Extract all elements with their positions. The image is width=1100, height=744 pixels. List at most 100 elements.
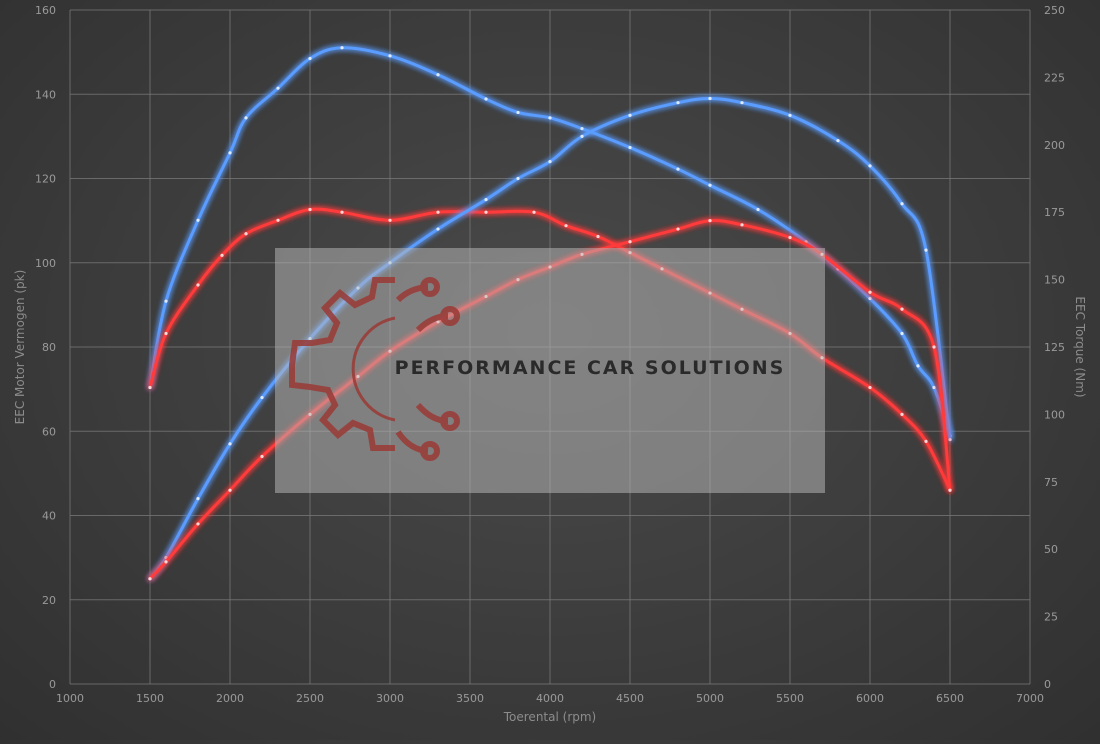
data-point (276, 218, 280, 222)
right-y-tick-label: 50 (1044, 543, 1058, 556)
right-y-tick-label: 225 (1044, 71, 1065, 84)
watermark-logo-icon (289, 277, 460, 461)
watermark-box (275, 248, 825, 493)
x-tick-label: 7000 (1016, 692, 1044, 705)
right-y-tick-label: 25 (1044, 611, 1058, 624)
data-point (676, 167, 680, 171)
data-point (388, 218, 392, 222)
data-point (868, 290, 872, 294)
data-point (924, 439, 928, 443)
watermark: PERFORMANCE CAR SOLUTIONS (275, 248, 825, 493)
x-tick-label: 3000 (376, 692, 404, 705)
data-point (788, 113, 792, 117)
data-point (708, 96, 712, 101)
data-point (756, 207, 760, 212)
right-axis-title: EEC Torque (Nm) (1073, 296, 1087, 397)
left-y-tick-label: 140 (35, 88, 56, 101)
data-point (676, 101, 680, 105)
x-tick-label: 6500 (936, 692, 964, 705)
right-y-tick-label: 175 (1044, 206, 1065, 219)
data-point (924, 248, 928, 252)
data-point (916, 364, 920, 368)
data-point (260, 395, 264, 400)
data-point (164, 331, 168, 336)
data-point (900, 412, 904, 416)
right-y-tick-label: 125 (1044, 341, 1065, 354)
x-tick-label: 6000 (856, 692, 884, 705)
x-tick-label: 4500 (616, 692, 644, 705)
data-point (308, 207, 312, 212)
left-y-tick-label: 120 (35, 173, 56, 186)
left-axis-title: EEC Motor Vermogen (pk) (13, 270, 27, 425)
series-layer (148, 46, 952, 581)
x-tick-label: 3500 (456, 692, 484, 705)
x-tick-label: 5500 (776, 692, 804, 705)
x-tick-label: 1000 (56, 692, 84, 705)
right-y-tick-label: 75 (1044, 476, 1058, 489)
data-point (484, 197, 488, 202)
series-line (148, 207, 952, 492)
data-point (708, 219, 712, 223)
tick-labels: 1000 1500 2000 2500 3000 3500 4000 4500 5000 5500… (35, 4, 1065, 705)
data-point (628, 113, 632, 117)
left-y-tick-label: 0 (49, 678, 56, 691)
data-point (596, 234, 600, 239)
series-line (148, 96, 952, 581)
data-point (340, 46, 344, 50)
data-point (788, 235, 792, 240)
left-y-tick-label: 40 (42, 510, 56, 523)
data-point (548, 116, 552, 120)
data-point (228, 488, 232, 492)
data-point (196, 522, 200, 526)
data-point (244, 232, 248, 236)
right-y-tick-label: 0 (1044, 678, 1051, 691)
x-tick-label: 4000 (536, 692, 564, 705)
right-y-tick-label: 200 (1044, 139, 1065, 152)
data-point (868, 385, 872, 390)
data-point (932, 385, 936, 390)
x-tick-label: 2500 (296, 692, 324, 705)
data-point (948, 488, 952, 492)
left-y-tick-label: 160 (35, 4, 56, 17)
data-point (228, 151, 232, 155)
data-point (484, 97, 488, 101)
data-point (516, 110, 520, 115)
data-point (196, 218, 200, 222)
data-point (484, 210, 488, 214)
data-point (580, 134, 584, 138)
data-point (148, 577, 152, 581)
data-point (228, 442, 232, 446)
data-point (532, 210, 536, 214)
data-point (900, 331, 904, 336)
right-y-tick-label: 150 (1044, 274, 1065, 287)
data-point (436, 73, 440, 77)
data-point (548, 160, 552, 164)
data-point (308, 56, 312, 61)
data-point (932, 345, 936, 349)
data-point (628, 240, 632, 244)
data-point (900, 202, 904, 206)
left-y-tick-label: 80 (42, 341, 56, 354)
left-y-tick-label: 20 (42, 594, 56, 607)
data-point (580, 127, 584, 131)
data-point (220, 253, 224, 257)
data-point (196, 497, 200, 501)
data-point (868, 296, 872, 301)
data-point (740, 223, 744, 227)
x-tick-label: 1500 (136, 692, 164, 705)
data-point (868, 164, 872, 168)
data-point (564, 224, 568, 228)
data-point (244, 116, 248, 120)
data-point (740, 101, 744, 105)
data-point (628, 145, 632, 150)
data-point (708, 183, 712, 187)
data-point (196, 283, 200, 287)
data-point (900, 307, 904, 311)
data-point (388, 54, 392, 58)
x-tick-label: 5000 (696, 692, 724, 705)
data-point (276, 86, 280, 90)
right-y-tick-label: 100 (1044, 408, 1065, 421)
x-tick-label: 2000 (216, 692, 244, 705)
